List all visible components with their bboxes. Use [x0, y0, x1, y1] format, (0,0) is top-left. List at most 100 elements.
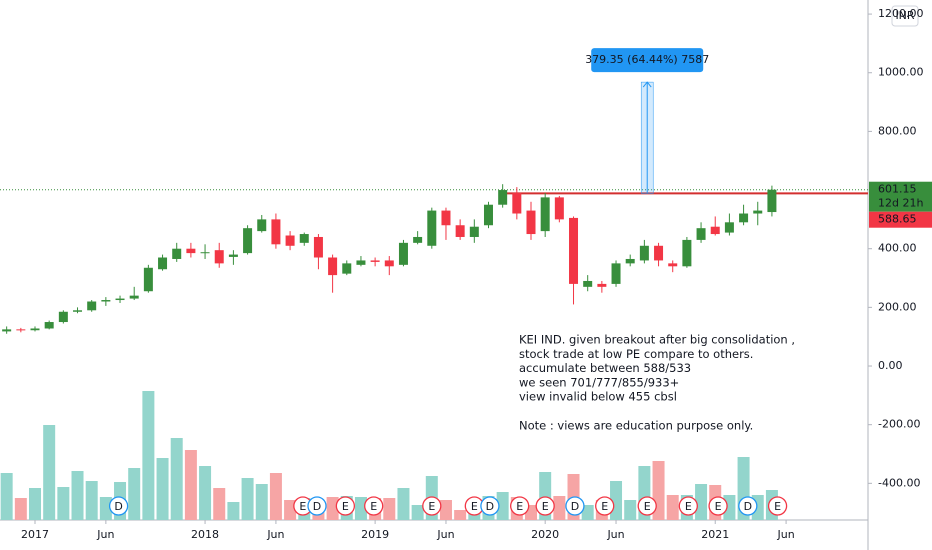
- note-line: stock trade at low PE compare to others.: [519, 347, 753, 361]
- volume-bar: [397, 488, 410, 520]
- candle-body: [370, 260, 380, 262]
- event-marker: [480, 496, 500, 516]
- y-tick-label: -400.00: [878, 476, 920, 489]
- note-line: view invalid below 455 cbsl: [519, 390, 677, 404]
- volume-bar: [57, 487, 70, 520]
- volume-bar: [354, 497, 367, 520]
- candle-body: [200, 252, 210, 254]
- volume-bar: [85, 481, 98, 520]
- candle-body: [285, 235, 295, 246]
- event-label: D: [313, 500, 321, 513]
- candle-body: [172, 248, 182, 259]
- volume-bar: [128, 468, 141, 520]
- candle-body: [668, 263, 678, 267]
- volume-bar: [71, 471, 84, 520]
- candle-body: [625, 258, 635, 264]
- volume-bar: [29, 488, 42, 520]
- event-label: E: [774, 500, 781, 513]
- candle-body: [214, 250, 224, 264]
- x-tick-label: 2021: [701, 528, 729, 541]
- candle-body: [710, 226, 720, 235]
- x-tick-label: 2020: [531, 528, 559, 541]
- volume-bar: [241, 478, 254, 520]
- candle-body: [739, 213, 749, 223]
- event-label: E: [428, 500, 435, 513]
- volume-bar: [14, 498, 27, 520]
- last-price-label: 601.15: [878, 183, 917, 196]
- y-tick-label: 1200.00: [878, 7, 924, 20]
- candle-body: [384, 260, 394, 267]
- event-marker: [595, 496, 615, 516]
- candle-body: [299, 234, 309, 243]
- candle-body: [356, 260, 366, 265]
- event-label: E: [370, 500, 377, 513]
- candle-body: [413, 236, 423, 243]
- candle-body: [143, 267, 153, 292]
- measure-label-box: [591, 48, 704, 73]
- candle-body: [441, 210, 451, 226]
- event-marker: [738, 496, 758, 516]
- event-label: D: [744, 500, 752, 513]
- event-label: E: [601, 500, 608, 513]
- candle-body: [271, 219, 281, 245]
- level-box: [869, 211, 932, 228]
- y-tick-label: 0.00: [878, 359, 903, 372]
- candle-body: [583, 280, 593, 287]
- candle-body: [427, 210, 437, 246]
- candle-body: [30, 328, 40, 331]
- candle-body: [469, 226, 479, 237]
- candle-body: [16, 329, 26, 331]
- x-tick-label: Jun: [776, 528, 794, 541]
- volume-bar: [411, 505, 424, 520]
- candle-body: [682, 239, 692, 267]
- event-label: E: [471, 500, 478, 513]
- event-marker: [637, 496, 657, 516]
- y-tick-label: -200.00: [878, 418, 920, 431]
- candle-body: [73, 310, 83, 312]
- candle-body: [639, 245, 649, 261]
- volume-bar: [170, 438, 183, 520]
- volume-bar: [184, 450, 197, 520]
- x-tick-label: 2018: [191, 528, 219, 541]
- event-label: D: [486, 500, 494, 513]
- note-line: KEI IND. given breakout after big consol…: [519, 333, 795, 347]
- countdown: 12d 21h: [878, 197, 923, 210]
- volume-bar: [326, 497, 339, 520]
- event-label: D: [114, 500, 122, 513]
- volume-bar: [666, 495, 679, 520]
- candle-body: [455, 225, 465, 237]
- event-label: E: [685, 500, 692, 513]
- volume-bar: [43, 425, 56, 520]
- last-price-box: [869, 181, 932, 212]
- x-tick-label: Jun: [436, 528, 454, 541]
- event-marker: [678, 496, 698, 516]
- note-line: accumulate between 588/533: [519, 361, 691, 375]
- volume-bar: [496, 492, 509, 520]
- currency: INR: [895, 9, 914, 22]
- volume-bar: [454, 510, 467, 520]
- event-label: E: [299, 500, 306, 513]
- candle-body: [512, 192, 522, 214]
- candle-body: [2, 329, 12, 332]
- candle-body: [158, 257, 168, 270]
- event-marker: [767, 496, 788, 516]
- event-label: E: [342, 500, 349, 513]
- candle-body: [654, 245, 664, 261]
- event-marker: [335, 496, 356, 516]
- candle-body: [724, 222, 734, 233]
- event-label: D: [571, 500, 579, 513]
- volume-bar: [553, 496, 566, 520]
- candle-body: [313, 236, 323, 258]
- candle-body: [483, 204, 493, 226]
- measure-arrowhead: [642, 81, 652, 88]
- candle-body: [597, 283, 607, 287]
- x-tick-label: Jun: [96, 528, 114, 541]
- volume-bar: [624, 500, 637, 520]
- candle-body: [767, 189, 777, 213]
- volume-bar: [227, 502, 240, 520]
- candle-body: [44, 322, 54, 329]
- currency-box[interactable]: [891, 5, 919, 27]
- candle-body: [328, 257, 338, 276]
